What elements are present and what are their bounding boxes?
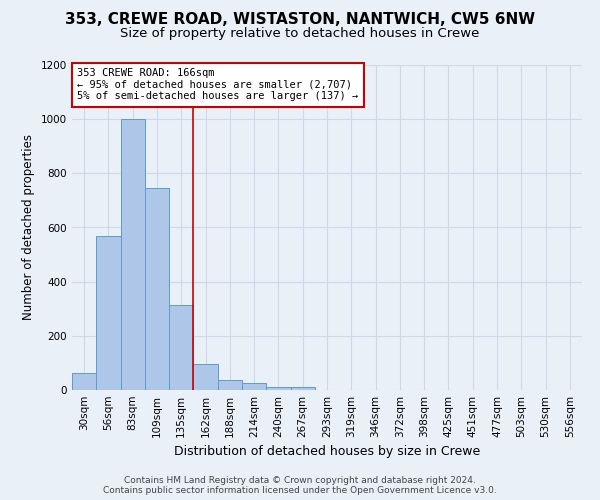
Bar: [169, 304, 193, 390]
Bar: [266, 387, 290, 390]
Text: 353 CREWE ROAD: 166sqm
← 95% of detached houses are smaller (2,707)
5% of semi-d: 353 CREWE ROAD: 166sqm ← 95% of detached…: [77, 68, 358, 102]
Bar: [218, 380, 242, 390]
Y-axis label: Number of detached properties: Number of detached properties: [22, 134, 35, 320]
Bar: [96, 236, 121, 390]
Bar: [242, 383, 266, 390]
Text: Size of property relative to detached houses in Crewe: Size of property relative to detached ho…: [121, 28, 479, 40]
X-axis label: Distribution of detached houses by size in Crewe: Distribution of detached houses by size …: [174, 446, 480, 458]
Bar: [290, 387, 315, 390]
Bar: [121, 119, 145, 390]
Text: Contains HM Land Registry data © Crown copyright and database right 2024.
Contai: Contains HM Land Registry data © Crown c…: [103, 476, 497, 495]
Bar: [145, 188, 169, 390]
Bar: [72, 373, 96, 390]
Text: 353, CREWE ROAD, WISTASTON, NANTWICH, CW5 6NW: 353, CREWE ROAD, WISTASTON, NANTWICH, CW…: [65, 12, 535, 28]
Bar: [193, 364, 218, 390]
